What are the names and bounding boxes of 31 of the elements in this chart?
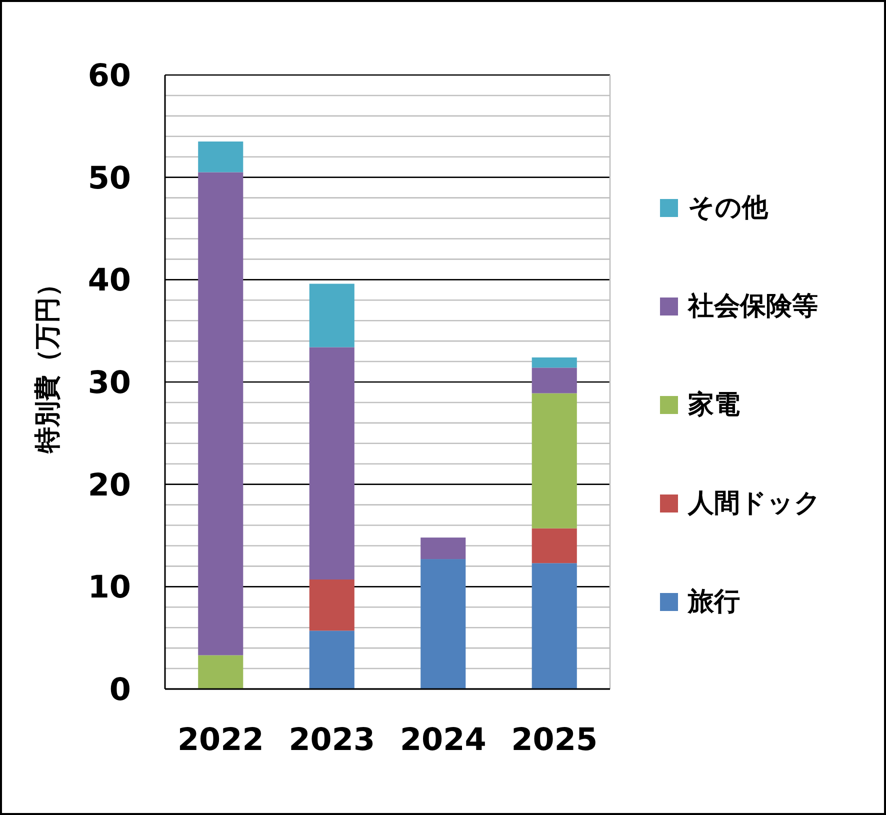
bar: [309, 630, 354, 689]
bar: [532, 393, 577, 528]
legend-label: 社会保険等: [687, 292, 818, 322]
y-tick-label: 10: [88, 570, 131, 606]
bar: [532, 563, 577, 689]
x-tick-label: 2023: [288, 722, 376, 758]
bar: [309, 580, 354, 631]
x-tick-label: 2022: [177, 722, 264, 758]
bar: [198, 655, 244, 689]
bar: [309, 284, 354, 348]
x-tick-label: 2024: [400, 722, 486, 758]
bar: [198, 172, 244, 656]
legend-label: その他: [688, 193, 769, 223]
bar: [532, 368, 577, 394]
y-tick-label: 60: [88, 58, 131, 94]
legend-label: 人間ドック: [687, 488, 821, 518]
y-tick-label: 0: [109, 672, 131, 708]
legend-label: 家電: [687, 390, 740, 420]
x-tick-label: 2025: [511, 722, 598, 758]
bar: [420, 559, 466, 689]
y-tick-label: 30: [88, 365, 131, 401]
y-tick-label: 20: [88, 467, 131, 504]
bar: [420, 538, 466, 560]
bar: [309, 347, 354, 580]
bar: [198, 142, 244, 172]
y-axis-title: 特別費（万円）: [33, 271, 63, 454]
y-tick-label: 50: [88, 160, 131, 196]
legend-label: 旅行: [687, 587, 740, 617]
bar: [532, 528, 577, 564]
bar: [532, 357, 577, 368]
y-tick-label: 40: [88, 262, 131, 299]
